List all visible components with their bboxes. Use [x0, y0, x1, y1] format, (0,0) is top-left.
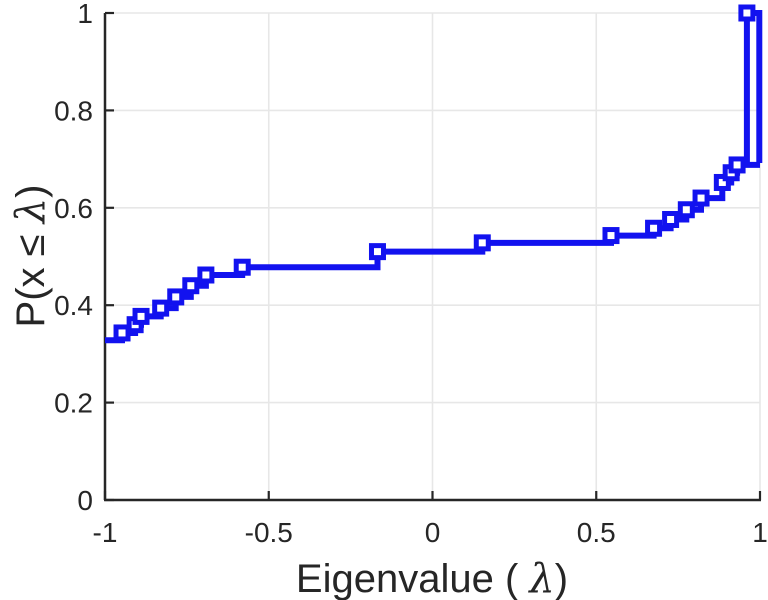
lambda-symbol: λ	[527, 556, 554, 600]
leq-symbol: ≤	[9, 223, 53, 256]
y-tick-label: 0.8	[54, 95, 93, 126]
square-marker	[728, 156, 746, 174]
y-tick-label: 1	[77, 0, 93, 29]
square-marker	[602, 227, 620, 245]
square-marker	[167, 288, 185, 306]
y-tick-label: 0.4	[54, 290, 93, 321]
square-marker	[692, 189, 710, 207]
lambda-symbol: λ	[8, 198, 54, 225]
tick-labels: -1 -0.5 0 0.5 1 0 0.2 0.4 0.6 0.8 1	[54, 0, 768, 548]
square-marker	[182, 277, 200, 295]
tick-marks	[103, 11, 762, 502]
y-tick-label: 0	[77, 485, 93, 516]
x-tick-label: 0	[425, 517, 441, 548]
x-tick-label: -0.5	[245, 517, 293, 548]
y-axis-label-suffix: )	[9, 185, 53, 198]
square-marker	[662, 210, 680, 228]
square-marker	[113, 324, 131, 342]
square-marker	[368, 243, 386, 261]
square-marker	[645, 219, 663, 237]
square-marker	[738, 4, 756, 22]
square-marker	[152, 299, 170, 317]
y-tick-label: 0.6	[54, 193, 93, 224]
x-axis-label: Eigenvalue ( λ)	[296, 556, 568, 600]
x-tick-label: 1	[752, 517, 768, 548]
square-marker	[473, 234, 491, 252]
y-tick-label: 0.2	[54, 388, 93, 419]
gridlines	[105, 12, 761, 500]
y-axis-label: P(x ≤ λ)	[8, 185, 54, 328]
data-point-markers	[113, 4, 756, 342]
x-tick-label: -1	[93, 517, 118, 548]
square-marker	[132, 307, 150, 325]
x-axis-label-suffix: )	[555, 557, 568, 600]
square-marker	[233, 258, 251, 276]
square-marker	[197, 266, 215, 284]
x-axis-label-text: Eigenvalue (	[296, 557, 529, 600]
square-marker	[677, 201, 695, 219]
x-tick-label: 0.5	[577, 517, 616, 548]
y-axis-label-text: P(x	[9, 256, 53, 327]
